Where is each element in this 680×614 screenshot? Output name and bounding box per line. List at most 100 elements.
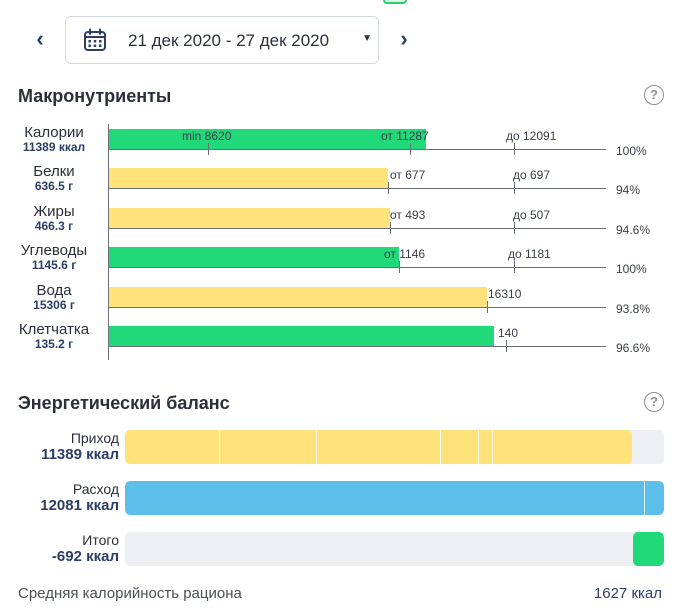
- macro-axis: [108, 267, 606, 268]
- macro-tick-label: до 1181: [508, 247, 551, 261]
- macro-tick: [388, 182, 389, 194]
- balance-fill: [125, 481, 664, 515]
- macro-tick: [514, 182, 515, 194]
- balance-row: Приход 11389 ккал: [0, 430, 680, 466]
- macro-value: 1145.6 г: [31, 258, 77, 272]
- macro-row: Клетчатка 135.2 г 140 96.6%: [0, 321, 680, 361]
- macro-tick-label: от 677: [390, 168, 426, 182]
- macro-percent: 93.8%: [616, 302, 651, 316]
- energy-balance-help-icon[interactable]: ?: [644, 392, 664, 412]
- macro-label: Калории 11389 ккал: [0, 125, 108, 154]
- macro-label: Углеводы 1145.6 г: [0, 243, 108, 272]
- macro-tick-label: 140: [498, 326, 519, 340]
- balance-track: [125, 532, 664, 566]
- macro-tick: [514, 261, 515, 273]
- balance-row: Расход 12081 ккал: [0, 481, 680, 517]
- energy-balance-title: Энергетический баланс: [18, 393, 230, 413]
- balance-segment-divider: [440, 430, 441, 464]
- macro-axis: [108, 228, 606, 229]
- balance-label: Итого -692 ккал: [0, 532, 119, 566]
- macro-row: Белки 636.5 г от 677 до 697 94%: [0, 163, 680, 203]
- balance-row: Итого -692 ккал: [0, 532, 680, 568]
- macronutrients-title: Макронутриенты: [18, 86, 172, 106]
- macro-value: 636.5 г: [34, 179, 74, 193]
- balance-fill: [125, 430, 632, 464]
- macro-name: Углеводы: [20, 242, 88, 259]
- macro-bar: [108, 247, 399, 268]
- date-navigation: ‹ 21 дек 2020 - 27 дек 2020 ▼ ›: [0, 16, 680, 64]
- macro-tick: [514, 143, 515, 155]
- macro-value: 15306 г: [33, 298, 75, 312]
- macro-tick: [506, 340, 507, 352]
- macronutrients-help-icon[interactable]: ?: [644, 85, 664, 105]
- macro-row: Вода 15306 г 16310 93.8%: [0, 282, 680, 322]
- prev-week-button[interactable]: ‹: [36, 26, 44, 51]
- balance-segment-divider: [316, 430, 317, 464]
- macro-value: 11389 ккал: [22, 140, 86, 154]
- next-week-button[interactable]: ›: [400, 26, 408, 51]
- macro-tick: [390, 222, 391, 234]
- macro-name: Белки: [33, 163, 75, 180]
- macro-tick-label: 16310: [488, 287, 522, 301]
- balance-value: -692 ккал: [51, 548, 119, 565]
- macro-name: Калории: [24, 124, 84, 141]
- macro-label: Белки 636.5 г: [0, 164, 108, 193]
- balance-name: Итого: [82, 532, 119, 548]
- top-tab-indicator[interactable]: [383, 0, 407, 4]
- macro-axis: [108, 346, 606, 347]
- macro-tick: [399, 261, 400, 273]
- balance-segment-divider: [219, 430, 220, 464]
- balance-segment-divider: [478, 430, 479, 464]
- macro-bar: [108, 208, 390, 229]
- macro-row: Калории 11389 ккал min 8620 от 11287 до 1209…: [0, 124, 680, 164]
- balance-track: [125, 430, 664, 464]
- macro-name: Вода: [36, 282, 72, 299]
- macro-row: Жиры 466.3 г от 493 до 507 94.6%: [0, 203, 680, 243]
- macro-label: Вода 15306 г: [0, 283, 108, 312]
- balance-label: Приход 11389 ккал: [0, 430, 119, 464]
- macro-value: 135.2 г: [34, 337, 74, 351]
- macro-tick: [514, 222, 515, 234]
- macro-tick-label: от 1146: [384, 247, 426, 261]
- macro-percent: 94%: [616, 183, 641, 197]
- balance-segment-divider: [492, 430, 493, 464]
- macro-tick-label: min 8620: [182, 129, 232, 143]
- date-range-text: 21 дек 2020 - 27 дек 2020: [128, 31, 330, 50]
- macro-name: Жиры: [33, 203, 75, 220]
- macro-percent: 100%: [616, 262, 647, 276]
- macro-tick-label: до 12091: [506, 129, 557, 143]
- macro-percent: 94.6%: [616, 223, 651, 237]
- macro-tick-label: до 507: [513, 208, 551, 222]
- macro-axis: [108, 188, 606, 189]
- macro-percent: 96.6%: [616, 341, 651, 355]
- balance-track: [125, 481, 664, 515]
- macro-axis: [108, 149, 606, 150]
- calendar-icon: [84, 28, 106, 51]
- balance-value: 12081 ккал: [40, 497, 119, 514]
- macro-bar: [108, 326, 494, 347]
- balance-name: Приход: [70, 430, 119, 446]
- macro-tick-label: от 11287: [381, 129, 429, 143]
- average-calories-value: 1627 ккал: [593, 585, 662, 602]
- macronutrients-axis-line: [108, 124, 109, 360]
- macro-tick-label: до 697: [513, 168, 551, 182]
- macro-tick: [410, 143, 411, 155]
- macro-percent: 100%: [616, 144, 647, 158]
- balance-segment-divider: [644, 481, 645, 515]
- balance-name: Расход: [72, 481, 119, 497]
- macro-label: Жиры 466.3 г: [0, 204, 108, 233]
- macro-tick: [208, 143, 209, 155]
- macro-tick-label: от 493: [390, 208, 426, 222]
- macro-bar: [108, 168, 388, 189]
- macro-row: Углеводы 1145.6 г от 1146 до 1181 100%: [0, 242, 680, 282]
- caret-down-icon: ▼: [362, 33, 372, 44]
- balance-fill: [633, 532, 664, 566]
- macro-value: 466.3 г: [34, 219, 74, 233]
- average-calories-label: Средняя калорийность рациона: [18, 585, 242, 602]
- balance-label: Расход 12081 ккал: [0, 481, 119, 515]
- date-range-select[interactable]: 21 дек 2020 - 27 дек 2020 ▼: [65, 16, 379, 64]
- macro-name: Клетчатка: [18, 321, 90, 338]
- macro-axis: [108, 307, 606, 308]
- macro-label: Клетчатка 135.2 г: [0, 322, 108, 351]
- balance-value: 11389 ккал: [41, 446, 119, 463]
